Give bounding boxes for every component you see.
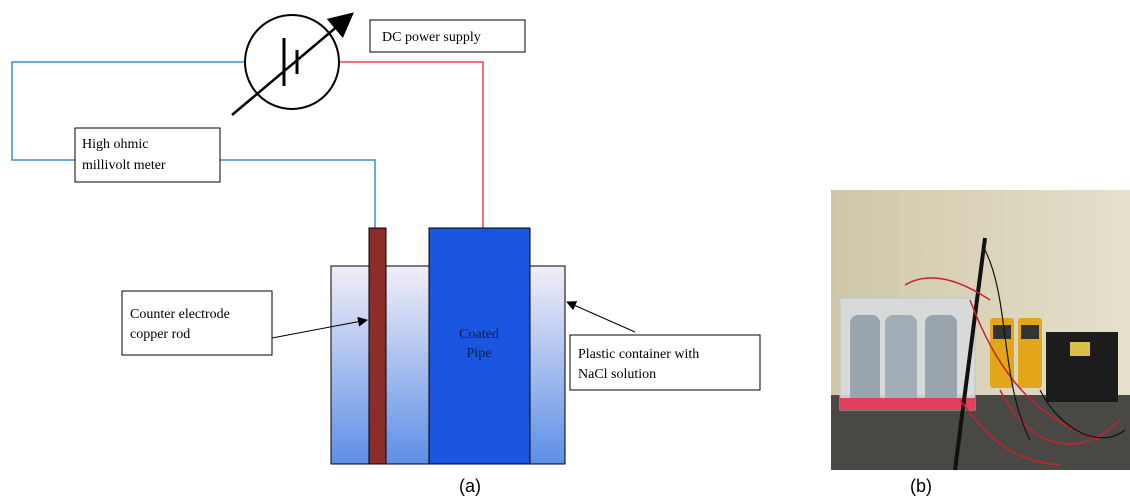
label: Counter electrode [130,307,230,322]
supply-circle [245,15,339,109]
label-box [122,291,272,355]
label: copper rod [130,327,190,342]
pointer [567,302,635,332]
caption: (a) [459,476,481,496]
label: NaCl solution [578,367,656,382]
label: High ohmic [82,137,149,152]
copper-rod [369,228,386,464]
label: DC power supply [382,30,481,45]
label: millivolt meter [82,158,166,173]
label: Plastic container with [578,347,699,362]
label: Coated [459,327,499,342]
figure: DC power supply High ohmic millivolt met… [0,0,1130,499]
photo [831,190,1130,470]
label: Pipe [467,346,492,361]
caption: (b) [910,476,932,496]
